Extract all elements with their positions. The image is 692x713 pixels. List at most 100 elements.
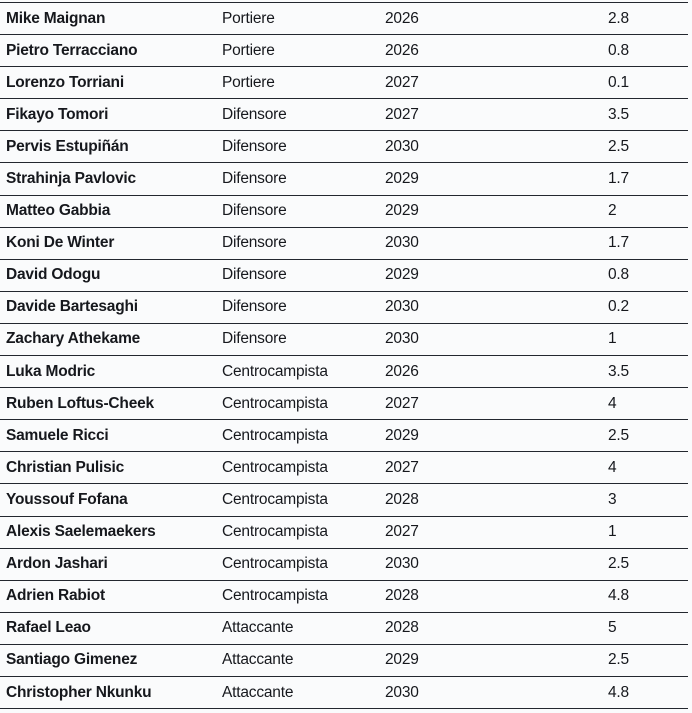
contract-year: 2026 xyxy=(385,9,419,27)
player-name: Adrien Rabiot xyxy=(6,587,106,605)
player-value: 3.5 xyxy=(608,362,629,380)
contract-year: 2027 xyxy=(385,73,419,91)
player-name: Samuele Ricci xyxy=(6,426,109,444)
player-value: 1 xyxy=(608,523,617,541)
player-value: 0.2 xyxy=(608,298,629,316)
player-name: Youssouf Fofana xyxy=(6,490,128,508)
contract-year: 2030 xyxy=(385,298,419,316)
contract-year: 2027 xyxy=(385,458,419,476)
player-name: Christopher Nkunku xyxy=(6,683,152,701)
player-role: Difensore xyxy=(222,234,287,252)
contract-year: 2029 xyxy=(385,202,419,220)
player-role: Centrocampista xyxy=(222,587,328,605)
contract-year: 2027 xyxy=(385,523,419,541)
table-row: Santiago Gimenez Attaccante 2029 2.5 xyxy=(0,645,688,677)
contract-year: 2030 xyxy=(385,234,419,252)
table-row: Luka Modric Centrocampista 2026 3.5 xyxy=(0,356,688,389)
player-value: 3.5 xyxy=(608,105,629,123)
player-role: Difensore xyxy=(222,266,287,284)
player-role: Difensore xyxy=(222,170,287,188)
player-name: Christian Pulisic xyxy=(6,458,125,476)
player-role: Attaccante xyxy=(222,651,294,669)
player-role: Attaccante xyxy=(222,683,294,701)
contract-year: 2030 xyxy=(385,683,419,701)
contract-year: 2030 xyxy=(385,330,419,348)
player-value: 3 xyxy=(608,490,617,508)
player-role: Centrocampista xyxy=(222,394,328,412)
player-role: Difensore xyxy=(222,330,287,348)
player-value: 2 xyxy=(608,202,617,220)
table-row: Strahinja Pavlovic Difensore 2029 1.7 xyxy=(0,163,688,196)
contract-year: 2028 xyxy=(385,587,419,605)
player-name: Lorenzo Torriani xyxy=(6,73,124,91)
table-row: Ruben Loftus-Cheek Centrocampista 2027 4 xyxy=(0,388,688,421)
player-name: Ardon Jashari xyxy=(6,555,108,573)
player-value: 1.7 xyxy=(608,234,629,252)
player-value: 2.5 xyxy=(608,426,629,444)
player-value: 2.5 xyxy=(608,137,629,155)
contract-year: 2029 xyxy=(385,426,419,444)
table-row: Samuele Ricci Centrocampista 2029 2.5 xyxy=(0,420,688,453)
contract-year: 2027 xyxy=(385,105,419,123)
player-role: Portiere xyxy=(222,41,275,59)
table-row: David Odogu Difensore 2029 0.8 xyxy=(0,260,688,292)
player-role: Difensore xyxy=(222,202,287,220)
player-value: 0.1 xyxy=(608,73,629,91)
contract-year: 2029 xyxy=(385,266,419,284)
player-role: Difensore xyxy=(222,137,287,155)
player-name: Ruben Loftus-Cheek xyxy=(6,394,154,412)
player-role: Centrocampista xyxy=(222,555,328,573)
table-row: Davide Bartesaghi Difensore 2030 0.2 xyxy=(0,292,688,324)
table-row: Lorenzo Torriani Portiere 2027 0.1 xyxy=(0,67,688,100)
player-role: Centrocampista xyxy=(222,458,328,476)
player-value: 0.8 xyxy=(608,266,629,284)
table-row: Pietro Terracciano Portiere 2026 0.8 xyxy=(0,35,688,68)
table-row: Fikayo Tomori Difensore 2027 3.5 xyxy=(0,99,688,132)
table-row: Ardon Jashari Centrocampista 2030 2.5 xyxy=(0,549,688,581)
player-role: Centrocampista xyxy=(222,523,328,541)
player-name: Pervis Estupiñán xyxy=(6,137,129,155)
player-value: 5 xyxy=(608,619,617,637)
contract-year: 2029 xyxy=(385,651,419,669)
player-name: Strahinja Pavlovic xyxy=(6,170,136,188)
player-value: 4 xyxy=(608,394,617,412)
table-row: Mike Maignan Portiere 2026 2.8 xyxy=(0,3,688,36)
player-name: Rafael Leao xyxy=(6,619,91,637)
table-row: Zachary Athekame Difensore 2030 1 xyxy=(0,324,688,357)
player-role: Attaccante xyxy=(222,619,294,637)
contract-year: 2030 xyxy=(385,137,419,155)
contract-year: 2028 xyxy=(385,490,419,508)
player-role: Centrocampista xyxy=(222,490,328,508)
table-row: Pervis Estupiñán Difensore 2030 2.5 xyxy=(0,131,688,164)
player-role: Difensore xyxy=(222,298,287,316)
player-value: 0.8 xyxy=(608,41,629,59)
player-name: Zachary Athekame xyxy=(6,330,141,348)
contract-year: 2029 xyxy=(385,170,419,188)
player-value: 4.8 xyxy=(608,683,629,701)
player-name: Davide Bartesaghi xyxy=(6,298,138,316)
player-name: Alexis Saelemaekers xyxy=(6,523,156,541)
player-name: Mike Maignan xyxy=(6,9,106,27)
table-row: Matteo Gabbia Difensore 2029 2 xyxy=(0,196,688,228)
table-row: Alexis Saelemaekers Centrocampista 2027 … xyxy=(0,517,688,549)
player-value: 4.8 xyxy=(608,587,629,605)
player-value: 2.8 xyxy=(608,9,629,27)
player-value: 2.5 xyxy=(608,555,629,573)
player-role: Portiere xyxy=(222,9,275,27)
table-row: Christian Pulisic Centrocampista 2027 4 xyxy=(0,452,688,485)
player-name: Pietro Terracciano xyxy=(6,41,138,59)
player-name: Fikayo Tomori xyxy=(6,105,109,123)
player-name: Matteo Gabbia xyxy=(6,202,111,220)
contract-year: 2030 xyxy=(385,555,419,573)
player-role: Difensore xyxy=(222,105,287,123)
player-role: Portiere xyxy=(222,73,275,91)
contract-year: 2027 xyxy=(385,394,419,412)
table-row: Koni De Winter Difensore 2030 1.7 xyxy=(0,228,688,260)
contract-year: 2026 xyxy=(385,41,419,59)
table-row: Adrien Rabiot Centrocampista 2028 4.8 xyxy=(0,581,688,613)
player-value: 4 xyxy=(608,458,617,476)
table-row: Youssouf Fofana Centrocampista 2028 3 xyxy=(0,484,688,517)
player-role: Centrocampista xyxy=(222,426,328,444)
player-role: Centrocampista xyxy=(222,362,328,380)
